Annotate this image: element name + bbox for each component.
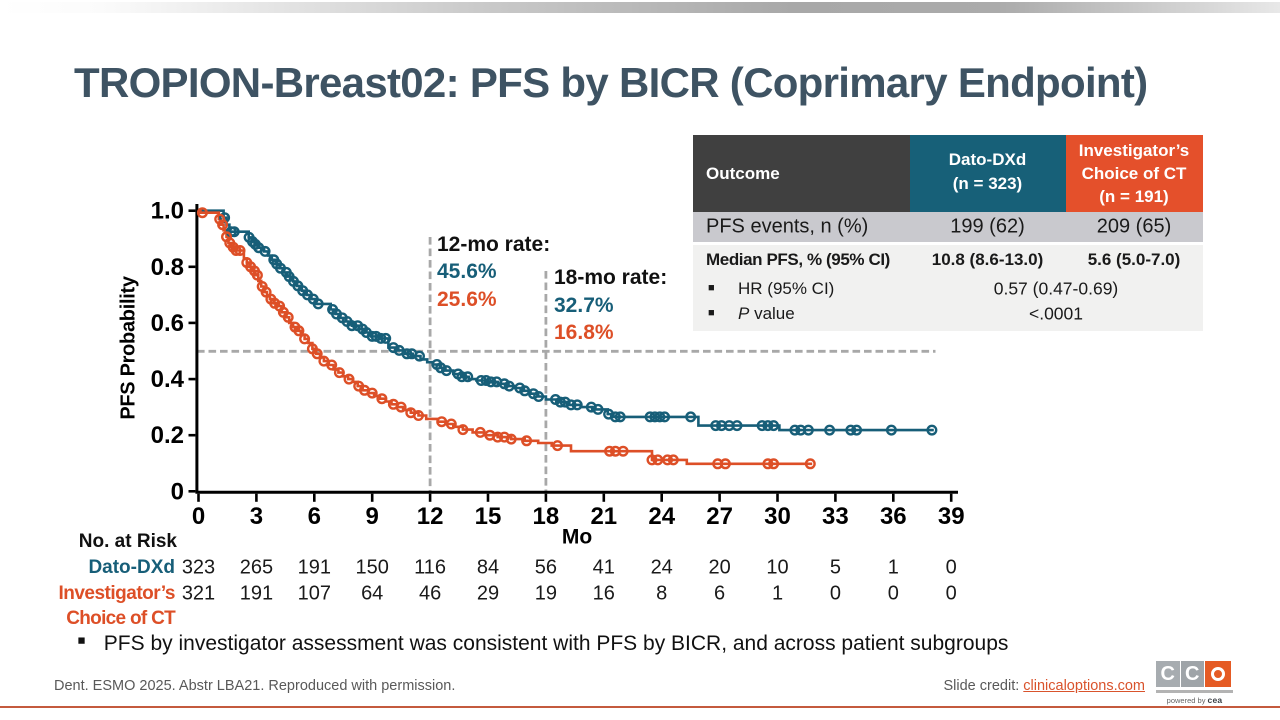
svg-text:0.6: 0.6 (151, 310, 184, 337)
svg-text:0: 0 (192, 503, 205, 530)
svg-text:3: 3 (250, 503, 263, 530)
svg-text:1.0: 1.0 (151, 198, 184, 225)
svg-text:0.2: 0.2 (151, 422, 184, 449)
svg-text:36: 36 (880, 503, 907, 530)
svg-text:9: 9 (366, 503, 379, 530)
svg-text:33: 33 (822, 503, 849, 530)
svg-text:21: 21 (590, 503, 617, 530)
svg-text:15: 15 (475, 503, 502, 530)
svg-text:39: 39 (938, 503, 965, 530)
svg-text:Mo: Mo (562, 526, 592, 549)
svg-text:0.4: 0.4 (151, 366, 185, 393)
svg-text:18: 18 (533, 503, 560, 530)
svg-text:12: 12 (417, 503, 444, 530)
svg-text:0.8: 0.8 (151, 254, 184, 281)
svg-text:6: 6 (308, 503, 321, 530)
svg-text:0: 0 (171, 478, 184, 505)
svg-text:27: 27 (706, 503, 733, 530)
svg-text:PFS Probability: PFS Probability (118, 275, 140, 419)
svg-text:24: 24 (648, 503, 675, 530)
svg-text:30: 30 (764, 503, 791, 530)
